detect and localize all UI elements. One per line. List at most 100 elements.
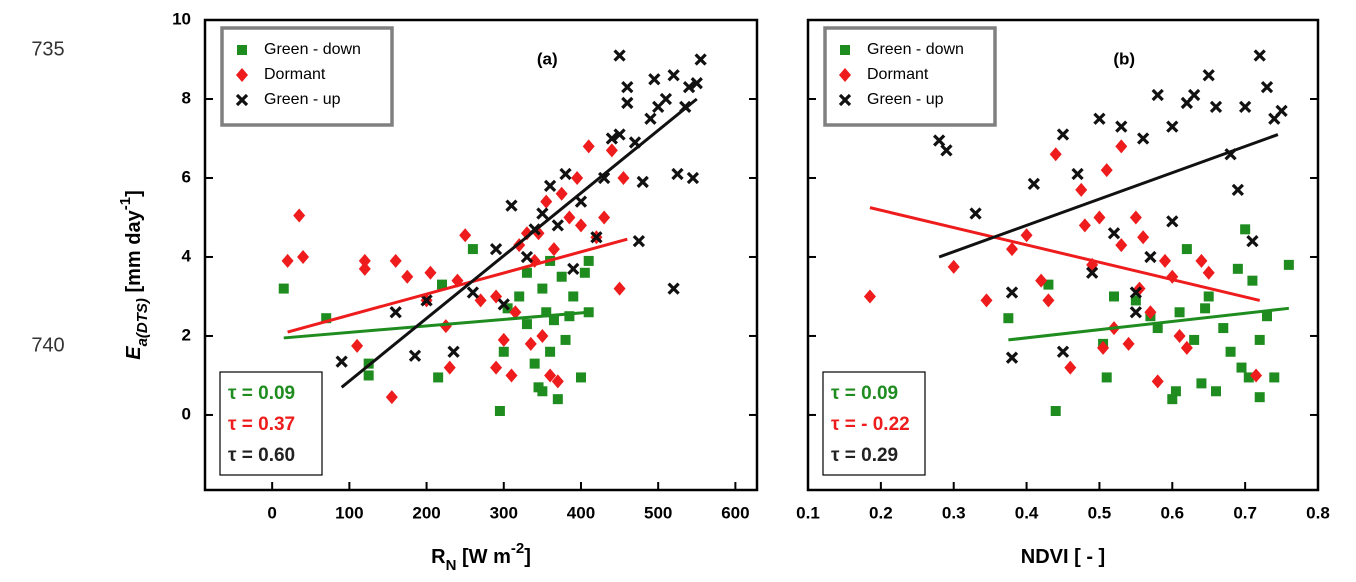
x-axis-title: RN [W m-2] <box>431 540 531 574</box>
x-tick-label: 600 <box>721 503 749 522</box>
x-tick-label: 200 <box>412 503 440 522</box>
point <box>613 49 626 62</box>
point <box>1115 120 1128 133</box>
stats-label: τ = - 0.22 <box>831 414 910 435</box>
point <box>1151 88 1164 102</box>
point <box>644 112 657 125</box>
plot-frame <box>203 18 759 492</box>
fit-line <box>938 133 1279 259</box>
point <box>621 81 634 94</box>
point <box>281 253 294 268</box>
y-tick-label: 0 <box>182 404 191 423</box>
point <box>1043 279 1054 290</box>
point <box>548 315 559 326</box>
fit-line <box>287 237 628 334</box>
point <box>940 144 953 157</box>
point <box>1020 228 1033 243</box>
point <box>617 170 630 185</box>
x-tick-label: 300 <box>490 503 518 522</box>
point <box>524 336 537 351</box>
point <box>840 45 850 55</box>
point <box>1144 305 1157 320</box>
stats-label: τ = 0.09 <box>831 383 898 404</box>
point <box>505 199 518 212</box>
point <box>1115 238 1128 253</box>
point <box>520 226 533 241</box>
x-tick-label: 0.4 <box>1015 503 1039 522</box>
point <box>1129 306 1142 319</box>
point <box>933 134 946 147</box>
point <box>1086 266 1099 279</box>
x-tick-label: 0.2 <box>869 503 893 522</box>
point <box>447 345 460 358</box>
point <box>521 319 532 330</box>
point <box>552 394 563 405</box>
point <box>1049 147 1062 162</box>
x-axis-title: NDVI [ - ] <box>1021 546 1105 568</box>
point <box>1005 286 1019 299</box>
fit-line <box>340 97 698 389</box>
point <box>1056 345 1070 358</box>
point <box>389 306 402 319</box>
point <box>1209 100 1223 114</box>
stats-label: τ = 0.29 <box>831 445 898 466</box>
point <box>839 68 851 82</box>
point <box>583 255 594 266</box>
point <box>545 346 556 357</box>
point <box>1195 253 1208 268</box>
point <box>1151 374 1164 389</box>
point <box>1122 336 1135 351</box>
point <box>648 73 661 86</box>
point <box>509 305 522 320</box>
point <box>1006 242 1018 257</box>
y-tick-label: 10 <box>172 9 191 28</box>
point <box>1189 334 1200 345</box>
point <box>437 279 448 290</box>
point <box>514 291 525 302</box>
point <box>632 235 646 248</box>
axis-title-part: [mm day <box>123 209 145 298</box>
point <box>1115 139 1128 154</box>
point <box>443 360 456 375</box>
point <box>1056 128 1070 141</box>
point <box>537 386 548 397</box>
point <box>1225 346 1236 357</box>
point <box>1159 253 1171 268</box>
point <box>574 195 588 208</box>
point <box>490 360 503 375</box>
point <box>547 242 560 257</box>
point <box>613 128 626 141</box>
point <box>551 219 564 232</box>
point <box>1188 88 1201 102</box>
axis-title-part: E <box>123 346 145 360</box>
point <box>1097 340 1110 355</box>
point <box>1137 230 1150 245</box>
point <box>537 283 548 294</box>
point <box>236 68 248 82</box>
point <box>686 171 700 185</box>
point <box>1250 368 1263 383</box>
fit-line <box>283 310 589 340</box>
point <box>555 186 568 201</box>
point <box>424 265 437 280</box>
point <box>1202 69 1215 82</box>
y-tick-label: 2 <box>182 325 191 344</box>
point <box>1107 227 1121 240</box>
point <box>863 289 876 304</box>
point <box>598 210 611 225</box>
point <box>636 175 649 189</box>
legend-label: Green - down <box>264 41 361 58</box>
point <box>947 259 960 274</box>
point <box>621 96 634 110</box>
point <box>838 93 852 107</box>
point <box>433 372 444 383</box>
point <box>408 349 422 362</box>
point <box>1042 293 1055 308</box>
axis-title-part: -2 <box>511 540 524 557</box>
point <box>1180 340 1193 355</box>
plot-frame <box>806 18 1320 492</box>
point <box>575 372 586 383</box>
point <box>579 267 590 278</box>
point <box>563 210 576 225</box>
